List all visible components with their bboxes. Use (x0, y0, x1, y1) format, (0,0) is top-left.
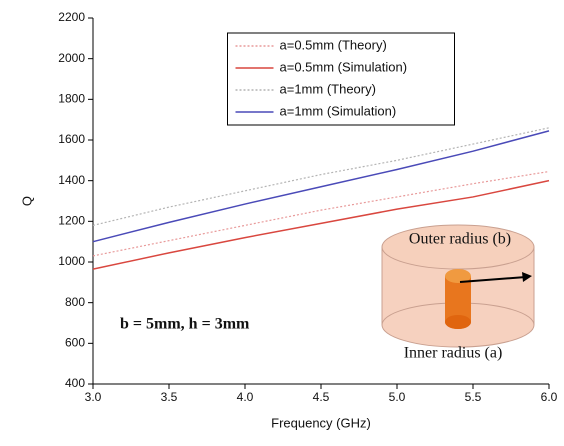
series-line (92, 127, 550, 226)
legend-box (227, 32, 455, 126)
annotation: b = 5mm, h = 3mm (120, 316, 250, 333)
series-line (92, 170, 550, 257)
x-tick-label: 5.5 (465, 390, 482, 404)
y-axis-label: Q (19, 196, 34, 206)
x-tick-label: 3.5 (161, 390, 178, 404)
y-tick-label: 2200 (58, 10, 85, 24)
y-tick-label: 600 (65, 336, 85, 350)
x-axis-label: Frequency (GHz) (271, 415, 371, 430)
series-line (92, 130, 550, 243)
y-tick-label: 2000 (58, 51, 85, 65)
legend-label: a=0.5mm (Simulation) (280, 59, 408, 74)
legend-label: a=0.5mm (Theory) (280, 37, 387, 52)
y-tick-label: 1600 (58, 132, 85, 146)
x-tick-label: 3.0 (85, 390, 102, 404)
x-tick-label: 6.0 (541, 390, 558, 404)
y-tick-label: 1000 (58, 254, 85, 268)
x-tick-label: 5.0 (389, 390, 406, 404)
y-tick-label: 400 (65, 376, 85, 390)
x-tick-label: 4.5 (313, 390, 330, 404)
cylinder-inset (381, 224, 535, 348)
legend-label: a=1mm (Simulation) (280, 103, 397, 118)
x-tick-label: 4.0 (237, 390, 254, 404)
series-line (92, 179, 550, 270)
y-tick-label: 1200 (58, 214, 85, 228)
annotation: Outer radius (b) (409, 231, 511, 248)
y-tick-label: 1400 (58, 173, 85, 187)
legend-label: a=1mm (Theory) (280, 81, 376, 96)
y-tick-label: 800 (65, 295, 85, 309)
y-tick-label: 1800 (58, 92, 85, 106)
annotation: Inner radius (a) (404, 345, 503, 362)
